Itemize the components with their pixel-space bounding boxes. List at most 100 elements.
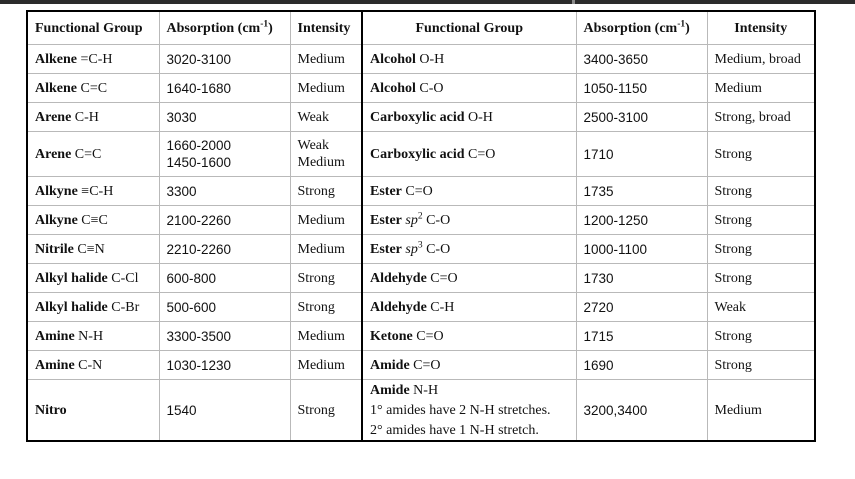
right-intensity-cell: Strong xyxy=(706,321,816,351)
functional-group-name: Ketone C=O xyxy=(370,328,569,345)
table-body: Alkene =C-H 3020-3100 Medium Alcohol O-H 340… xyxy=(26,44,816,442)
functional-group-name: Alkyl halide C-Cl xyxy=(35,270,152,287)
bond-label: C=O xyxy=(464,146,496,162)
functional-group-name: Nitrile C≡N xyxy=(35,241,152,258)
table-row: Alkyl halide C-Cl 600-800 Strong Aldehyde C… xyxy=(26,263,816,293)
right-intensity-cell: Strong xyxy=(706,176,816,206)
intensity-value: Strong xyxy=(297,402,335,418)
right-functional-group-cell: Ester sp2 C-O xyxy=(361,205,577,235)
left-intensity-cell: Strong xyxy=(289,263,363,293)
right-absorption-cell: 3200,3400 xyxy=(575,379,708,442)
window-top-bar xyxy=(0,0,855,4)
left-absorption-cell: 1660-2000 1450-1600 xyxy=(158,131,291,177)
left-absorption-cell: 3300-3500 xyxy=(158,321,291,351)
right-functional-group-cell: Ester sp3 C-O xyxy=(361,234,577,264)
group-class: Nitrile xyxy=(35,241,74,257)
right-functional-group-cell: Amide C=O xyxy=(361,350,577,380)
bond-label: C=O xyxy=(412,328,444,344)
left-functional-group-cell: Amine C-N xyxy=(26,350,160,380)
header-intensity-left: Intensity xyxy=(289,10,363,45)
group-class: Arene xyxy=(35,146,72,162)
functional-group-name: Amide N-H xyxy=(370,382,569,399)
intensity-value: Strong xyxy=(714,146,752,162)
bond-label: ≡C-H xyxy=(77,183,114,199)
group-class: Alkyl halide xyxy=(35,299,108,315)
functional-group-name: Carboxylic acid O-H xyxy=(370,109,569,126)
right-absorption-cell: 1710 xyxy=(575,131,708,177)
absorption-value: 600-800 xyxy=(166,270,217,286)
intensity-value: Medium xyxy=(297,212,345,228)
bond-label: C≡N xyxy=(73,241,105,257)
table-row: Alkene =C-H 3020-3100 Medium Alcohol O-H 340… xyxy=(26,44,816,74)
table-row: Amine C-N 1030-1230 Medium Amide C=O 1690 Str… xyxy=(26,350,816,380)
bond-label: N-H xyxy=(409,382,439,398)
absorption-value: 500-600 xyxy=(166,299,217,315)
left-functional-group-cell: Nitro xyxy=(26,379,160,442)
intensity-value: Medium xyxy=(297,155,345,170)
right-intensity-cell: Strong, broad xyxy=(706,102,816,132)
absorption-value: 1715 xyxy=(583,328,614,344)
intensity-value: Strong xyxy=(297,299,335,315)
functional-group-name: Carboxylic acid C=O xyxy=(370,146,569,163)
absorption-value: 2210-2260 xyxy=(166,241,232,257)
group-class: Aldehyde xyxy=(370,270,427,286)
bond-label: C=C xyxy=(71,146,102,162)
group-class: Amine xyxy=(35,357,75,373)
left-functional-group-cell: Arene C-H xyxy=(26,102,160,132)
right-intensity-cell: Strong xyxy=(706,350,816,380)
intensity-value: Strong xyxy=(714,183,752,199)
header-functional-group-left: Functional Group xyxy=(26,10,160,45)
table-row: Alkyne ≡C-H 3300 Strong Ester C=O 1735 Strong xyxy=(26,176,816,206)
functional-group-name: Arene C-H xyxy=(35,109,152,126)
right-absorption-cell: 3400-3650 xyxy=(575,44,708,74)
right-intensity-cell: Medium xyxy=(706,73,816,103)
absorption-value: 1690 xyxy=(583,357,614,373)
group-class: Arene xyxy=(35,109,72,125)
absorption-value: 3300 xyxy=(166,183,197,199)
hybridization-exponent: 3 xyxy=(417,239,423,250)
group-class: Carboxylic acid xyxy=(370,146,465,162)
left-intensity-cell: Medium xyxy=(289,321,363,351)
left-functional-group-cell: Alkene C=C xyxy=(26,73,160,103)
functional-group-name: Alcohol O-H xyxy=(370,51,569,68)
group-class: Amine xyxy=(35,328,75,344)
group-class: Alcohol xyxy=(370,80,416,96)
hybridization-exponent: 2 xyxy=(417,210,423,221)
intensity-value: Strong xyxy=(714,357,752,373)
left-absorption-cell: 1540 xyxy=(158,379,291,442)
right-absorption-cell: 2500-3100 xyxy=(575,102,708,132)
group-class: Carboxylic acid xyxy=(370,109,465,125)
left-functional-group-cell: Alkyne C≡C xyxy=(26,205,160,235)
right-functional-group-cell: Alcohol C-O xyxy=(361,73,577,103)
right-absorption-cell: 1200-1250 xyxy=(575,205,708,235)
column-resize-handle[interactable] xyxy=(572,0,575,4)
absorption-value: 1050-1150 xyxy=(583,80,648,96)
intensity-value: Medium xyxy=(297,80,345,96)
absorption-value: 1710 xyxy=(583,146,614,162)
header-intensity-right: Intensity xyxy=(706,10,816,45)
left-absorption-cell: 500-600 xyxy=(158,292,291,322)
left-functional-group-cell: Alkyl halide C-Br xyxy=(26,292,160,322)
group-class: Ketone xyxy=(370,328,413,344)
intensity-value: Medium, broad xyxy=(714,51,801,67)
bond-label: C-O xyxy=(422,241,451,257)
functional-group-name: Arene C=C xyxy=(35,146,152,163)
bond-label: C-H xyxy=(426,299,455,315)
intensity-value: Weak xyxy=(297,109,330,125)
left-functional-group-cell: Alkyne ≡C-H xyxy=(26,176,160,206)
left-functional-group-cell: Alkyl halide C-Cl xyxy=(26,263,160,293)
left-intensity-cell: Medium xyxy=(289,73,363,103)
right-intensity-cell: Strong xyxy=(706,263,816,293)
left-absorption-cell: 600-800 xyxy=(158,263,291,293)
bond-label: C=O xyxy=(426,270,458,286)
header-functional-group-right: Functional Group xyxy=(361,10,577,45)
header-row: Functional Group Absorption (cm-1) Inten… xyxy=(26,10,816,45)
right-intensity-cell: Strong xyxy=(706,205,816,235)
right-functional-group-cell: Carboxylic acid C=O xyxy=(361,131,577,177)
group-class: Aldehyde xyxy=(370,299,427,315)
hybridization: sp xyxy=(405,241,418,257)
header-absorption-right: Absorption (cm-1) xyxy=(575,10,708,45)
absorption-value: 3020-3100 xyxy=(166,51,232,67)
intensity-value: Strong xyxy=(714,328,752,344)
intensity-value: Weak xyxy=(297,138,330,153)
